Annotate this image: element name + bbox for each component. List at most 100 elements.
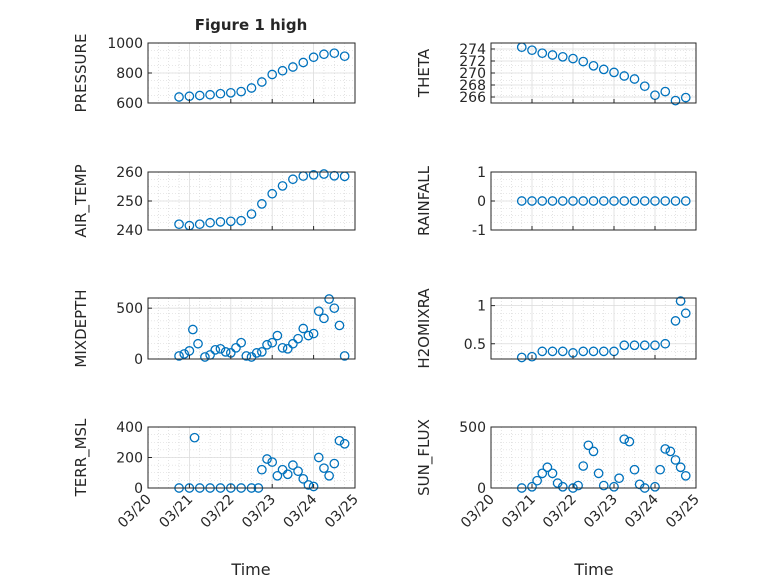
mixdepth-data-point [200, 352, 210, 362]
pressure-data-point [288, 62, 298, 72]
terr-msl-data-point [329, 458, 340, 469]
mixdepth-data-point [277, 342, 288, 353]
theta-data-point [527, 45, 537, 56]
air-temp-data-point [205, 217, 215, 228]
pressure-y-axis-label: PRESSURE [72, 34, 90, 113]
rainfall-data-point [629, 196, 640, 206]
sun-flux-data-point [675, 462, 686, 473]
rainfall-data-point [598, 196, 609, 206]
air-temp-data-point [236, 215, 246, 226]
pressure-data-point [194, 90, 205, 101]
panel-terr-msl: 0 200 400 03/20 03/21 03/22 03/23 03/24 03/25 TER… [72, 418, 362, 531]
sun-flux-data-point [527, 481, 537, 492]
rainfall-data-point [609, 196, 619, 206]
h2omixra-data-point [660, 338, 671, 349]
theta-data-point [639, 81, 650, 92]
rainfall-data-point [547, 196, 558, 206]
mixdepth-data-point [251, 348, 262, 358]
mixdepth-data-point [210, 344, 221, 355]
pressure-data-point [308, 52, 319, 63]
terr-msl-x-tick-label: 03/22 [198, 492, 238, 532]
theta-data-point [660, 86, 671, 97]
h2omixra-data-point [675, 296, 686, 306]
h2omixra-data-point [588, 346, 599, 357]
rainfall-data-point [639, 196, 650, 206]
sun-flux-data-point [650, 481, 660, 492]
panel-pressure: 600 800 1000 PRESSURE [72, 34, 356, 113]
mixdepth-data-point [193, 338, 203, 349]
rainfall-y-tick-label: 1 [477, 165, 486, 181]
mixdepth-data-point [339, 351, 350, 361]
terr-msl-x-tick-label: 03/20 [115, 492, 155, 532]
panel-rainfall: -1 0 1 RAINFALL [415, 165, 697, 239]
terr-msl-data-point [293, 466, 303, 477]
mixdepth-data-point [215, 343, 226, 354]
sun-flux-data-point [655, 464, 665, 475]
air-temp-y-axis-label: AIR_TEMP [72, 164, 91, 237]
mixdepth-data-point [262, 339, 272, 350]
theta-data-point [619, 71, 630, 81]
x-axis-label-right: Time [573, 560, 613, 579]
pressure-data-point [246, 83, 257, 93]
theta-y-tick-label: 272 [459, 54, 486, 70]
terr-msl-y-tick-label: 400 [116, 420, 143, 436]
panel-air-temp: 240 250 260 AIR_TEMP [72, 164, 356, 239]
sun-flux-x-tick-label: 03/24 [622, 491, 662, 531]
rainfall-data-point [537, 196, 548, 206]
pressure-data-point [298, 57, 309, 68]
sun-flux-data-point [578, 461, 589, 471]
rainfall-data-point [619, 196, 630, 206]
figure-title: Figure 1 high [195, 16, 308, 34]
theta-data-point [670, 95, 681, 106]
h2omixra-axes-frame [490, 297, 697, 360]
mixdepth-data-point [334, 320, 345, 331]
theta-data-point [578, 56, 589, 67]
sun-flux-data-point [624, 436, 635, 447]
h2omixra-data-point [527, 351, 537, 362]
pressure-data-point [329, 48, 340, 59]
terr-msl-x-tick-label: 03/24 [281, 491, 321, 531]
sun-flux-data-point [537, 468, 548, 479]
mixdepth-data-point [241, 351, 252, 361]
air-temp-data-point [267, 188, 278, 199]
mixdepth-data-point [308, 328, 319, 339]
terr-msl-y-tick-label: 0 [134, 481, 143, 497]
rainfall-data-point [680, 196, 691, 206]
air-temp-data-point [319, 169, 329, 179]
mixdepth-data-point [236, 337, 246, 348]
terr-msl-data-point [282, 469, 293, 480]
air-temp-data-point [288, 174, 298, 185]
theta-data-point [588, 60, 599, 71]
h2omixra-y-axis-label: H2OMIXRA [415, 288, 433, 369]
pressure-y-tick-label: 600 [116, 96, 143, 112]
sun-flux-x-tick-label: 03/20 [458, 492, 498, 532]
h2omixra-data-point [578, 346, 589, 357]
theta-data-point [680, 92, 691, 103]
h2omixra-data-point [629, 340, 640, 351]
rainfall-data-point [557, 196, 568, 206]
theta-y-tick-label: 270 [459, 66, 486, 82]
h2omixra-y-tick-label: 0.5 [464, 337, 486, 353]
h2omixra-data-point [598, 346, 609, 357]
theta-data-point [537, 48, 548, 59]
mixdepth-data-point [313, 306, 324, 317]
sun-flux-data-point [665, 446, 676, 457]
mixdepth-data-point [272, 330, 283, 341]
sun-flux-data-point [660, 444, 671, 454]
sun-flux-x-tick-label: 03/23 [581, 492, 621, 532]
panel-sun-flux: 0 500 03/20 03/21 03/22 03/23 03/24 03/25 SUN_FL… [415, 419, 703, 531]
sun-flux-data-point [583, 440, 594, 451]
sun-flux-x-tick-label: 03/22 [540, 492, 580, 532]
sun-flux-data-point [532, 475, 542, 486]
mixdepth-axes-frame [147, 297, 356, 360]
air-temp-y-tick-label: 240 [116, 223, 143, 239]
mixdepth-data-point [231, 342, 241, 353]
panel-h2omixra: 0.5 1 H2OMIXRA [415, 288, 697, 369]
sun-flux-data-point [547, 468, 558, 479]
terr-msl-data-point [324, 470, 334, 481]
h2omixra-y-tick-label: 1 [477, 299, 486, 315]
mixdepth-data-point [188, 324, 198, 335]
sun-flux-data-point [542, 462, 553, 473]
